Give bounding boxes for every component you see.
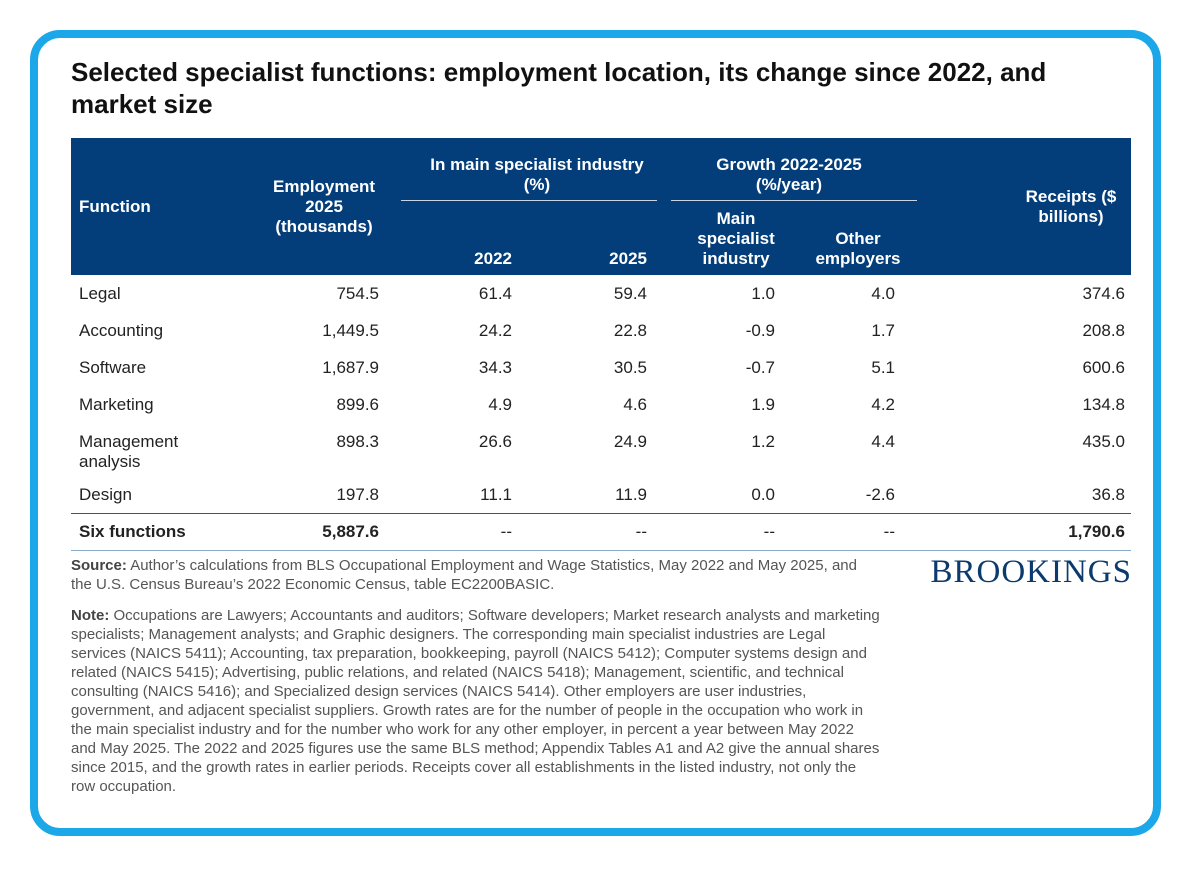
- header-growth-other: Other employers: [791, 201, 923, 275]
- cell-employment: 1,687.9: [322, 358, 379, 377]
- table-row: Legal 754.5 61.4 59.4 1.0 4.0 374.6: [71, 275, 1131, 312]
- cell-receipts: 208.8: [1082, 321, 1125, 340]
- header-group-main-industry: In main specialist industry (%): [393, 138, 663, 201]
- table-row: Accounting 1,449.5 24.2 22.8 -0.9 1.7 20…: [71, 312, 1131, 349]
- cell-growth-main: 0.0: [751, 485, 775, 504]
- data-table: Function Employment 2025 (thousands) In …: [71, 138, 1131, 551]
- cell-function-label: Management analysis: [79, 432, 179, 471]
- group-underline-main: [401, 200, 657, 201]
- cell-employment: 5,887.6: [246, 512, 393, 551]
- figure-frame: Selected specialist functions: employmen…: [30, 30, 1161, 836]
- source-note: Source: Author’s calculations from BLS O…: [71, 556, 881, 594]
- table-total-row: Six functions 5,887.6 -- -- -- -- 1,790.…: [71, 512, 1131, 551]
- cell-growth-other: 1.7: [871, 321, 895, 340]
- cell-function: Six functions: [71, 512, 246, 551]
- cell-share-2025: 4.6: [623, 395, 647, 414]
- cell-growth-other: 4.4: [871, 432, 895, 451]
- cell-share-2025: 59.4: [613, 284, 647, 303]
- cell-employment: 754.5: [336, 284, 379, 303]
- header-group-growth-label: Growth 2022-2025 (%/year): [716, 155, 862, 194]
- table-row: Management analysis 898.3 26.6 24.9 1.2 …: [71, 423, 1131, 476]
- figure-title: Selected specialist functions: employmen…: [71, 57, 1047, 119]
- header-growth-main-label: Main specialist industry: [697, 209, 775, 268]
- cell-employment: 197.8: [336, 485, 379, 504]
- cell-share-2025: 11.9: [615, 485, 647, 504]
- cell-share-2022: 34.3: [478, 358, 512, 377]
- cell-receipts: 435.0: [1082, 432, 1125, 451]
- brookings-logo: BROOKINGS: [930, 554, 1132, 590]
- note-label: Note:: [71, 607, 110, 624]
- cell-growth-main: -0.9: [745, 321, 775, 340]
- cell-employment: 1,449.5: [322, 321, 379, 340]
- data-table-wrapper: Function Employment 2025 (thousands) In …: [71, 138, 1131, 551]
- footnote: Note: Occupations are Lawyers; Accountan…: [71, 606, 881, 796]
- table-row: Marketing 899.6 4.9 4.6 1.9 4.2 134.8: [71, 386, 1131, 423]
- header-employment: Employment 2025 (thousands): [246, 138, 393, 275]
- cell-growth-main: 1.2: [751, 432, 775, 451]
- cell-receipts: 134.8: [1082, 395, 1125, 414]
- table-body: Legal 754.5 61.4 59.4 1.0 4.0 374.6 Acco…: [71, 275, 1131, 551]
- cell-growth-other: 5.1: [871, 358, 895, 377]
- cell-share-2025: 24.9: [613, 432, 647, 451]
- cell-function: Design: [79, 485, 132, 504]
- cell-function: Software: [79, 358, 147, 377]
- cell-growth-other: 4.0: [871, 284, 895, 303]
- header-share-2025: 2025: [609, 249, 647, 268]
- cell-growth-other: 4.2: [871, 395, 895, 414]
- cell-employment: 898.3: [336, 432, 379, 451]
- cell-growth-main: 1.0: [751, 284, 775, 303]
- source-text: Author’s calculations from BLS Occupatio…: [71, 557, 857, 593]
- header-function: Function: [79, 196, 151, 216]
- header-growth-other-label: Other employers: [815, 229, 901, 268]
- cell-employment: 899.6: [336, 395, 379, 414]
- cell-share-2022: 61.4: [478, 284, 512, 303]
- cell-growth-main: --: [663, 512, 791, 551]
- table-row: Software 1,687.9 34.3 30.5 -0.7 5.1 600.…: [71, 349, 1131, 386]
- header-receipts: Receipts ($ billions): [923, 138, 1131, 275]
- cell-share-2022: 4.9: [488, 395, 512, 414]
- cell-share-2025: 22.8: [613, 321, 647, 340]
- cell-share-2022: 24.2: [478, 321, 512, 340]
- cell-share-2025: --: [528, 512, 663, 551]
- header-receipts-label: Receipts ($ billions): [1025, 186, 1117, 226]
- header-share-2022: 2022: [474, 249, 512, 268]
- group-underline-growth: [671, 200, 917, 201]
- cell-share-2022: 26.6: [478, 432, 512, 451]
- source-label: Source:: [71, 557, 127, 574]
- cell-growth-main: -0.7: [745, 358, 775, 377]
- cell-share-2025: 30.5: [613, 358, 647, 377]
- cell-function: Accounting: [79, 321, 164, 340]
- header-group-growth: Growth 2022-2025 (%/year): [663, 138, 923, 201]
- cell-function: Marketing: [79, 395, 154, 414]
- cell-share-2022: --: [393, 512, 528, 551]
- header-group-main-industry-label: In main specialist industry (%): [430, 155, 644, 194]
- header-employment-label: Employment 2025 (thousands): [272, 176, 376, 236]
- table-row: Design 197.8 11.1 11.9 0.0 -2.6 36.8: [71, 476, 1131, 513]
- cell-function: Legal: [79, 284, 121, 303]
- note-text: Occupations are Lawyers; Accountants and…: [71, 607, 880, 795]
- cell-receipts: 374.6: [1082, 284, 1125, 303]
- cell-growth-main: 1.9: [751, 395, 775, 414]
- cell-receipts: 600.6: [1082, 358, 1125, 377]
- cell-function: Management analysis: [71, 423, 246, 476]
- table-header: Function Employment 2025 (thousands) In …: [71, 138, 1131, 275]
- cell-receipts: 1,790.6: [923, 512, 1131, 551]
- cell-growth-other: --: [791, 512, 923, 551]
- header-growth-main: Main specialist industry: [663, 201, 791, 275]
- cell-share-2022: 11.1: [480, 485, 512, 504]
- cell-growth-other: -2.6: [865, 485, 895, 504]
- cell-receipts: 36.8: [1091, 485, 1125, 504]
